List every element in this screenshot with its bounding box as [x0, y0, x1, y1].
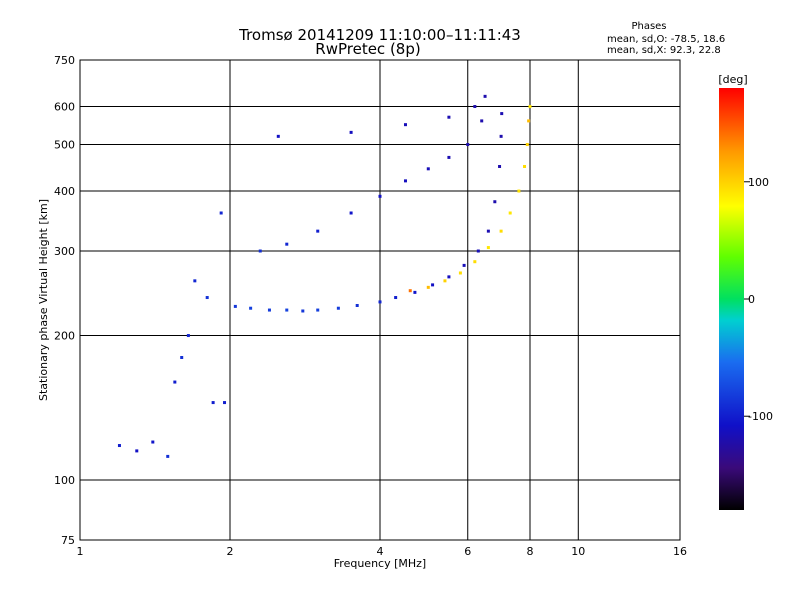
x-tick-label: 4 [377, 545, 384, 558]
data-point [394, 296, 398, 300]
data-point [205, 296, 209, 300]
x-tick-label: 8 [527, 545, 534, 558]
y-tick-label: 600 [54, 101, 75, 114]
data-point [525, 143, 529, 147]
y-tick-label: 100 [54, 474, 75, 487]
data-point [508, 211, 512, 215]
data-point [285, 308, 289, 312]
data-point [349, 211, 353, 215]
data-point [486, 229, 490, 233]
data-point [276, 134, 280, 138]
data-point [193, 279, 197, 283]
y-tick-label: 500 [54, 139, 75, 152]
colorbar-tick-label: 100 [748, 176, 769, 189]
data-point [493, 200, 497, 204]
data-point [523, 164, 527, 168]
data-point [413, 290, 417, 294]
data-point [151, 440, 155, 444]
x-axis-label: Frequency [MHz] [334, 557, 426, 570]
x-tick-label: 2 [227, 545, 234, 558]
data-point [186, 334, 190, 338]
colorbar-tick-label: 0 [748, 293, 755, 306]
data-point [527, 119, 531, 123]
grid [80, 60, 680, 540]
data-point [517, 189, 521, 193]
data-points [117, 94, 532, 458]
data-point [336, 306, 340, 310]
data-point [473, 105, 477, 109]
colorbar [719, 88, 744, 510]
data-point [166, 454, 170, 458]
data-point [316, 308, 320, 312]
phase-stats-x: mean, sd,X: 92.3, 22.8 [607, 45, 721, 56]
colorbar-ticks: 100 0 -100 [744, 176, 773, 423]
data-point [355, 303, 359, 307]
data-point [458, 271, 462, 275]
data-point [378, 300, 382, 304]
data-point [499, 134, 503, 138]
y-tick-label: 300 [54, 245, 75, 258]
data-point [483, 94, 487, 98]
plot-frame [79, 59, 681, 541]
data-point [408, 289, 412, 293]
x-tick-label: 10 [571, 545, 585, 558]
data-point [480, 119, 484, 123]
data-point [426, 167, 430, 171]
y-tick-label: 400 [54, 185, 75, 198]
data-point [462, 263, 466, 267]
data-point [258, 249, 262, 253]
colorbar-label: [deg] [718, 73, 747, 86]
data-point [349, 130, 353, 134]
data-point [447, 155, 451, 159]
data-point [403, 179, 407, 183]
data-point [211, 401, 215, 405]
x-tick-label: 16 [673, 545, 687, 558]
y-tick-label: 75 [61, 534, 75, 547]
data-point [447, 115, 451, 119]
data-point [219, 211, 223, 215]
data-point [476, 249, 480, 253]
data-point [499, 229, 503, 233]
data-point [180, 355, 184, 359]
data-point [233, 304, 237, 308]
x-tick-label: 1 [77, 545, 84, 558]
chart-title: Tromsø 20141209 11:10:00–11:11:43 [238, 26, 521, 44]
colorbar-tick-label: -100 [748, 410, 773, 423]
data-point [378, 194, 382, 198]
data-point [267, 308, 271, 312]
chart-subtitle: RwPretec (8p) [315, 40, 420, 58]
data-point [466, 143, 470, 147]
data-point [443, 279, 447, 283]
data-point [500, 112, 504, 116]
x-tick-label: 6 [464, 545, 471, 558]
data-point [426, 285, 430, 289]
y-tick-label: 750 [54, 54, 75, 67]
data-point [473, 260, 477, 264]
data-point [117, 444, 121, 448]
data-point [285, 242, 289, 246]
data-point [223, 401, 227, 405]
data-point [249, 306, 253, 310]
phase-stats-header: Phases [631, 21, 666, 32]
data-point [447, 275, 451, 279]
data-point [301, 309, 305, 313]
phase-stats-o: mean, sd,O: -78.5, 18.6 [607, 34, 725, 45]
data-point [135, 449, 139, 453]
data-point [403, 123, 407, 127]
y-tick-label: 200 [54, 330, 75, 343]
y-axis-label: Stationary phase Virtual Height [km] [37, 199, 50, 401]
data-point [498, 164, 502, 168]
data-point [316, 229, 320, 233]
data-point [173, 380, 177, 384]
tick-labels: 1 2 4 6 8 10 16 75 100 200 300 400 500 600 750 [54, 54, 687, 558]
data-point [486, 246, 490, 250]
data-point [528, 105, 532, 109]
data-point [431, 283, 435, 287]
